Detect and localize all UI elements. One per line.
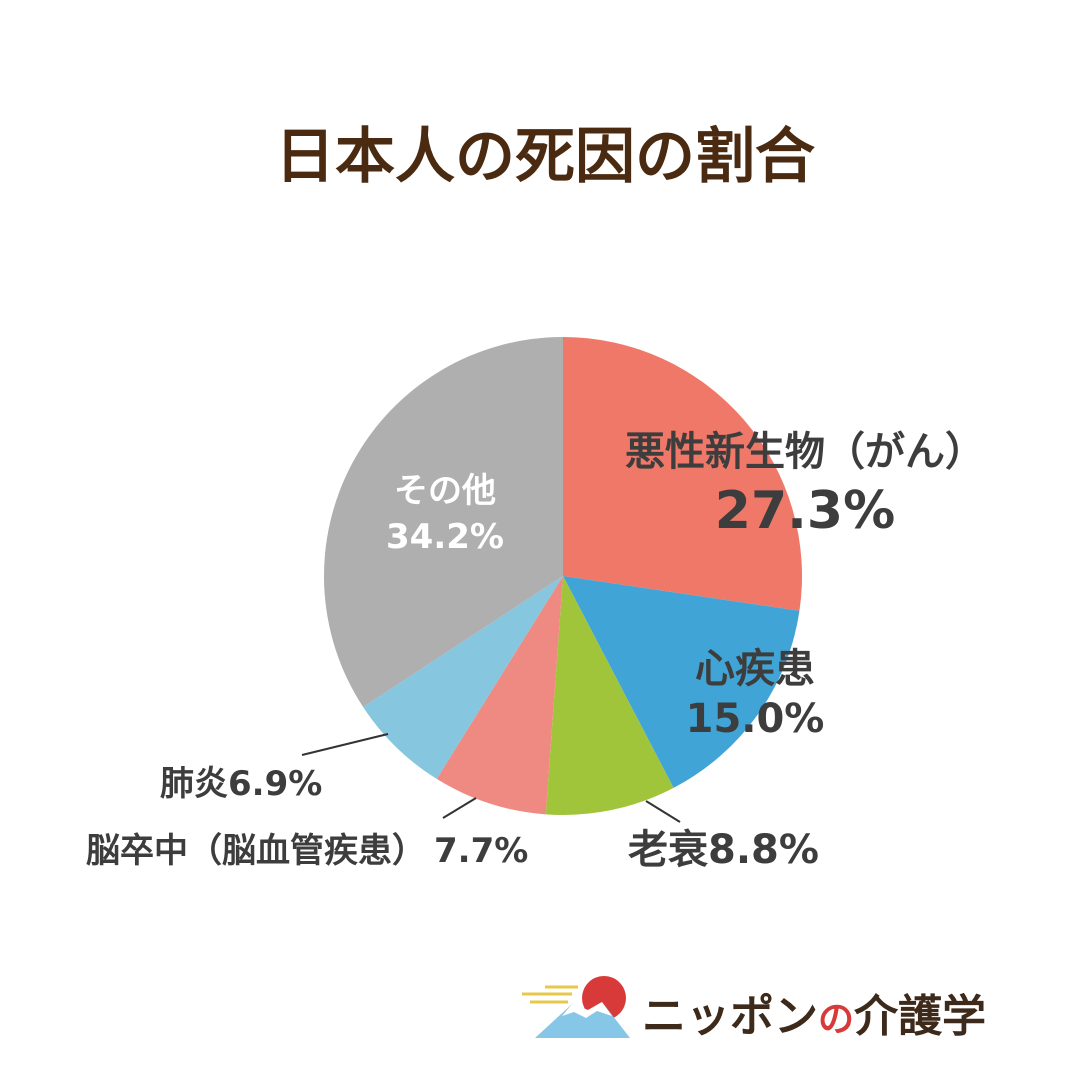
leader-line-senility [645,800,681,823]
slice-label-cancer: 悪性新生物（がん） [625,429,985,475]
cloud-icon [522,985,578,1004]
leader-line-stroke [442,797,477,819]
slice-value-senility: 8.8% [708,827,819,873]
slice-value-heart: 15.0% [686,696,825,742]
slice-value-other: 34.2% [386,517,504,557]
pie-slice-stroke [436,576,563,815]
slice-value-stroke: 7.7% [434,831,528,871]
pie-slices [323,337,803,816]
slice-label-stroke-name: 脳卒中（脳血管疾患） [86,831,426,871]
pie-slice-cancer [563,337,803,611]
brand-connector: の [818,999,854,1040]
pie-slice-pneumonia [363,576,563,779]
slice-label-pneumonia-name: 肺炎 [160,764,228,804]
chart-title: 日本人の死因の割合 [275,122,815,192]
slice-label-senility-name: 老衰 [628,827,708,873]
mountain-snow [562,1002,612,1018]
slice-label-senility: 老衰8.8% [628,827,819,873]
slice-label-stroke: 脳卒中（脳血管疾患） 7.7% [86,831,528,871]
pie-slice-heart [563,576,800,788]
pie-slice-senility [545,576,674,816]
slice-label-pneumonia: 肺炎6.9% [160,764,322,804]
brand-logo: ニッポンの介護学 [522,976,986,1042]
slice-value-cancer: 27.3% [715,481,895,541]
brand-name-part2: 介護学 [854,991,986,1042]
brand-name-part1: ニッポン [642,991,818,1042]
slice-label-heart: 心疾患 [695,646,815,692]
brand-name: ニッポンの介護学 [642,991,986,1042]
pie-slice-other [323,337,563,708]
leader-line-pneumonia [301,733,389,756]
slice-label-other: その他 [394,471,496,511]
slice-value-pneumonia: 6.9% [228,764,322,804]
